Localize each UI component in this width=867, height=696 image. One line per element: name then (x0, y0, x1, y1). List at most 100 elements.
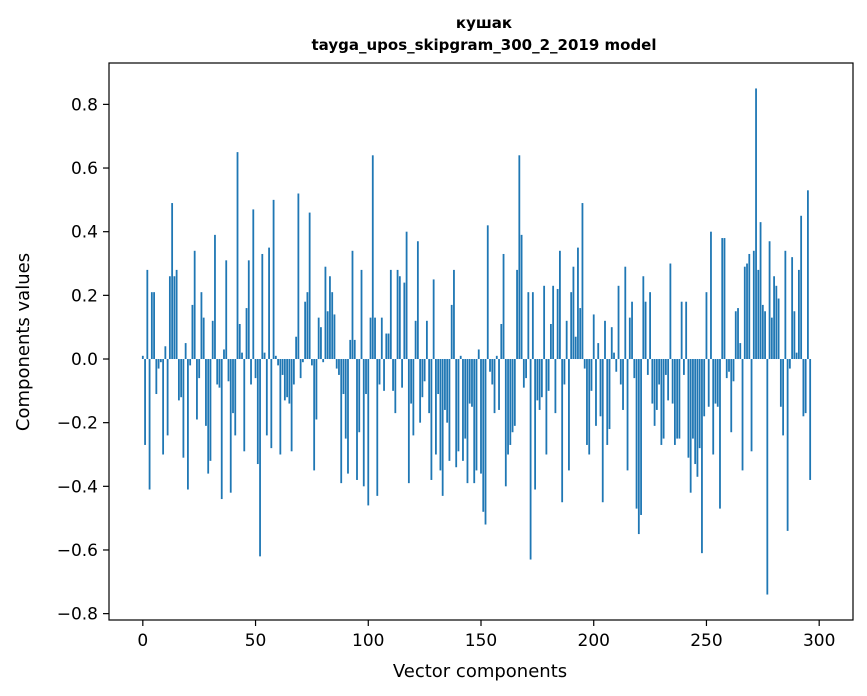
bar-component-141 (459, 355, 462, 359)
bar-component-258 (723, 238, 726, 360)
bar-component-288 (791, 257, 794, 359)
y-tick-label: 0.4 (71, 223, 98, 243)
bar-component-266 (741, 359, 744, 471)
bar-component-263 (734, 311, 737, 359)
bar-component-49 (252, 209, 255, 359)
bar-component-189 (568, 359, 570, 471)
bar-component-13 (171, 203, 174, 360)
bar-component-162 (507, 359, 509, 455)
bar-component-3 (148, 359, 151, 490)
x-tick-label: 100 (352, 631, 384, 651)
bar-component-33 (216, 359, 219, 385)
bar-component-274 (759, 222, 762, 359)
bar-component-204 (601, 359, 604, 503)
bar-component-242 (687, 359, 690, 458)
bar-component-101 (369, 317, 372, 360)
bar-component-108 (385, 333, 388, 359)
bar-component-75 (311, 359, 313, 366)
bar-component-107 (383, 359, 385, 391)
bar-component-232 (664, 359, 667, 375)
bar-component-48 (250, 359, 252, 385)
bar-component-110 (389, 269, 392, 360)
bars-group (141, 88, 812, 595)
bar-component-106 (380, 317, 383, 360)
bar-component-10 (164, 346, 167, 359)
bar-component-209 (613, 352, 615, 360)
bar-component-198 (588, 359, 591, 455)
bar-component-111 (392, 359, 394, 391)
bar-component-130 (435, 359, 437, 455)
bar-component-16 (177, 359, 180, 401)
bar-component-74 (308, 212, 311, 359)
bar-component-295 (807, 190, 809, 359)
bar-component-25 (198, 359, 201, 379)
bar-component-153 (486, 225, 489, 360)
bar-component-253 (712, 359, 715, 455)
bar-component-52 (259, 359, 261, 557)
bar-component-124 (421, 359, 424, 398)
bar-component-26 (200, 292, 203, 360)
bar-component-125 (423, 359, 426, 382)
bar-component-136 (448, 359, 451, 461)
bar-component-93 (351, 250, 354, 360)
bar-component-166 (516, 269, 518, 360)
bar-component-57 (270, 359, 273, 449)
bar-component-239 (680, 301, 683, 359)
bar-component-38 (227, 359, 230, 382)
bar-component-91 (347, 359, 349, 474)
bar-component-181 (549, 323, 552, 359)
bar-component-59 (274, 355, 277, 359)
bar-component-174 (534, 359, 537, 490)
bar-component-173 (531, 292, 534, 360)
bar-component-30 (209, 359, 212, 461)
bar-component-55 (265, 359, 268, 436)
bar-component-155 (491, 359, 494, 385)
bar-component-273 (757, 269, 760, 360)
x-axis-label: Vector components (393, 661, 567, 682)
bar-component-210 (615, 359, 618, 372)
bar-component-117 (405, 231, 408, 359)
bar-component-292 (800, 215, 803, 360)
bar-component-17 (180, 359, 183, 398)
bar-component-237 (676, 359, 679, 439)
bar-component-94 (353, 339, 356, 360)
x-tick-label: 250 (690, 631, 722, 651)
bar-component-90 (344, 359, 347, 439)
bar-component-28 (205, 359, 207, 426)
bar-component-270 (750, 359, 753, 452)
bar-component-184 (556, 288, 559, 359)
plot-area-frame (108, 62, 854, 621)
bar-component-208 (610, 327, 613, 360)
bar-component-243 (689, 359, 692, 493)
bar-component-24 (196, 359, 198, 420)
y-tick-label: −0.8 (57, 605, 98, 625)
bar-component-216 (628, 317, 631, 360)
bar-component-261 (730, 359, 733, 433)
bar-component-249 (703, 359, 706, 417)
chart-subtitle: tayga_upos_skipgram_300_2_2019 model (312, 36, 657, 54)
bar-component-115 (401, 359, 403, 388)
bar-component-291 (797, 269, 800, 360)
bar-component-54 (263, 352, 266, 360)
x-tick-label: 150 (465, 631, 497, 651)
bar-component-62 (281, 359, 284, 375)
bar-component-289 (793, 311, 796, 359)
bar-component-284 (782, 359, 785, 436)
x-tick-label: 200 (578, 631, 610, 651)
bar-component-14 (173, 276, 176, 359)
bar-component-138 (453, 269, 455, 360)
bar-component-92 (349, 339, 352, 360)
bar-component-27 (202, 317, 205, 360)
bar-component-32 (214, 234, 216, 359)
bar-component-211 (617, 285, 620, 360)
bar-component-248 (701, 359, 703, 554)
bar-component-139 (455, 359, 458, 468)
bar-component-4 (150, 292, 153, 360)
bar-component-262 (732, 359, 735, 382)
bar-component-72 (304, 301, 307, 359)
bar-component-51 (256, 359, 259, 465)
bar-component-64 (286, 359, 289, 398)
bar-component-116 (403, 282, 406, 360)
bar-component-112 (394, 359, 397, 414)
bar-component-151 (482, 359, 485, 512)
